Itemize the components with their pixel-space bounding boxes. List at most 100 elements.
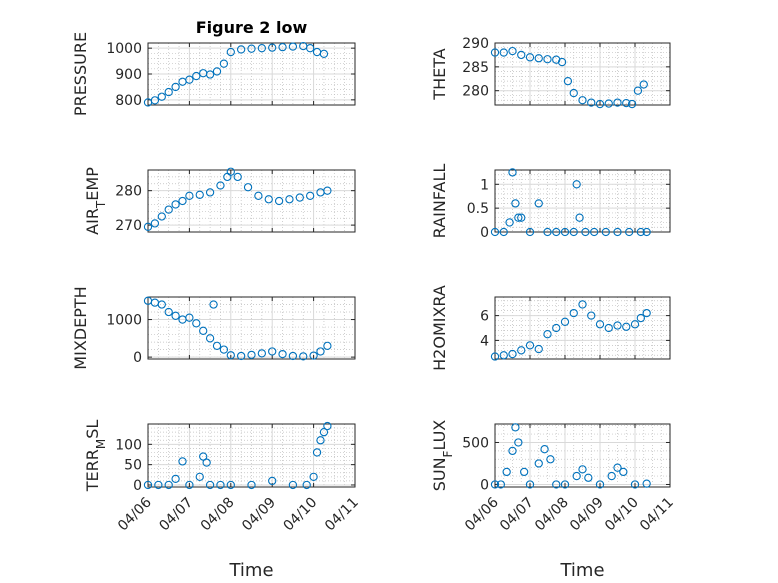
y-tick-label: 500 xyxy=(462,435,489,451)
data-point xyxy=(185,75,194,84)
data-point xyxy=(202,458,211,467)
data-point xyxy=(508,168,517,177)
y-tick-label: 6 xyxy=(480,309,489,325)
data-point xyxy=(642,479,651,488)
data-point xyxy=(499,351,508,360)
data-point xyxy=(560,227,570,237)
data-point xyxy=(601,227,610,237)
y-axis-label: SUNFLUX xyxy=(430,420,455,492)
data-point xyxy=(581,227,590,237)
data-point xyxy=(587,311,596,320)
data-point xyxy=(268,476,277,486)
data-point xyxy=(150,96,160,105)
data-point xyxy=(226,47,235,57)
data-point xyxy=(274,196,284,206)
data-point xyxy=(584,473,593,482)
y-axis-label: PRESSURE xyxy=(71,32,90,116)
data-point xyxy=(552,480,561,489)
data-point xyxy=(164,205,173,214)
y-tick-label: 100 xyxy=(115,437,142,453)
data-point xyxy=(278,349,287,359)
data-point xyxy=(226,351,235,360)
data-point xyxy=(257,44,266,53)
data-point xyxy=(627,99,637,109)
x-tick-label: 04/11 xyxy=(322,495,362,535)
data-point xyxy=(323,341,332,350)
x-tick-label: 04/08 xyxy=(532,495,572,535)
data-point xyxy=(199,69,208,78)
data-point xyxy=(569,88,578,98)
data-point xyxy=(195,190,204,199)
data-point xyxy=(613,321,622,330)
data-point xyxy=(636,313,645,323)
data-point xyxy=(288,480,298,490)
data-point xyxy=(264,195,273,204)
data-point xyxy=(288,351,298,361)
x-tick-label: 04/11 xyxy=(637,495,677,535)
data-point xyxy=(150,219,160,228)
data-point xyxy=(569,308,578,318)
y-tick-label: 0 xyxy=(133,478,142,494)
data-point xyxy=(578,96,587,105)
data-point xyxy=(490,480,500,489)
y-tick-label: 900 xyxy=(115,67,142,83)
y-axis-label: THETA xyxy=(430,48,449,100)
data-point xyxy=(205,188,215,197)
data-point xyxy=(613,98,622,107)
data-point xyxy=(619,467,628,477)
data-point xyxy=(226,167,235,176)
data-point xyxy=(540,445,549,454)
panel-pressure: 800 900 1000 PRESSURE Figure 2 low xyxy=(71,18,356,116)
data-point xyxy=(636,227,645,237)
data-point xyxy=(316,347,325,356)
y-tick-label: 0 xyxy=(133,350,142,366)
data-point xyxy=(323,421,332,431)
panel-air-temp: 270 280 AIRTEMP xyxy=(83,167,356,235)
data-point xyxy=(205,70,215,79)
data-point xyxy=(560,317,570,326)
data-point xyxy=(613,463,622,472)
data-point xyxy=(534,54,543,63)
y-tick-label: 285 xyxy=(462,60,489,76)
data-point xyxy=(490,48,500,57)
data-point xyxy=(546,455,555,464)
data-point xyxy=(639,80,648,89)
data-point xyxy=(219,345,229,354)
x-axis-label: Time xyxy=(559,560,604,581)
x-tick-label: 04/10 xyxy=(281,495,321,535)
data-point xyxy=(178,457,187,466)
y-tick-label: 290 xyxy=(462,36,489,52)
data-point xyxy=(525,341,535,350)
panel-mixdepth: 0 1000 MIXDEPTH xyxy=(71,286,356,370)
axes-box xyxy=(147,169,356,233)
data-point xyxy=(511,199,520,208)
data-point xyxy=(642,227,651,237)
data-point xyxy=(622,322,631,331)
data-point xyxy=(630,480,640,489)
data-point xyxy=(236,351,246,361)
data-point xyxy=(216,480,225,490)
data-point xyxy=(243,183,253,192)
data-point xyxy=(143,222,153,231)
data-point xyxy=(319,427,329,437)
data-point xyxy=(205,334,215,343)
x-tick-label: 04/06 xyxy=(115,494,155,534)
data-point xyxy=(563,77,573,86)
panel-terr-msl: 0 50 100 04/06 04/07 04/08 04/09 04/10 04/11 Time… xyxy=(83,420,362,581)
x-tick-label: 04/07 xyxy=(497,495,537,535)
y-tick-label: 1000 xyxy=(106,313,142,329)
data-point xyxy=(508,46,517,56)
data-point xyxy=(505,218,514,227)
x-tick-label: 04/09 xyxy=(567,495,607,535)
data-point xyxy=(164,87,173,97)
data-point xyxy=(143,480,153,490)
y-axis-label: MIXDEPTH xyxy=(71,286,90,369)
data-point xyxy=(247,350,256,360)
data-point xyxy=(199,452,208,461)
data-point xyxy=(514,213,523,222)
data-point xyxy=(543,55,552,64)
data-point xyxy=(278,42,287,52)
data-point xyxy=(185,313,194,322)
